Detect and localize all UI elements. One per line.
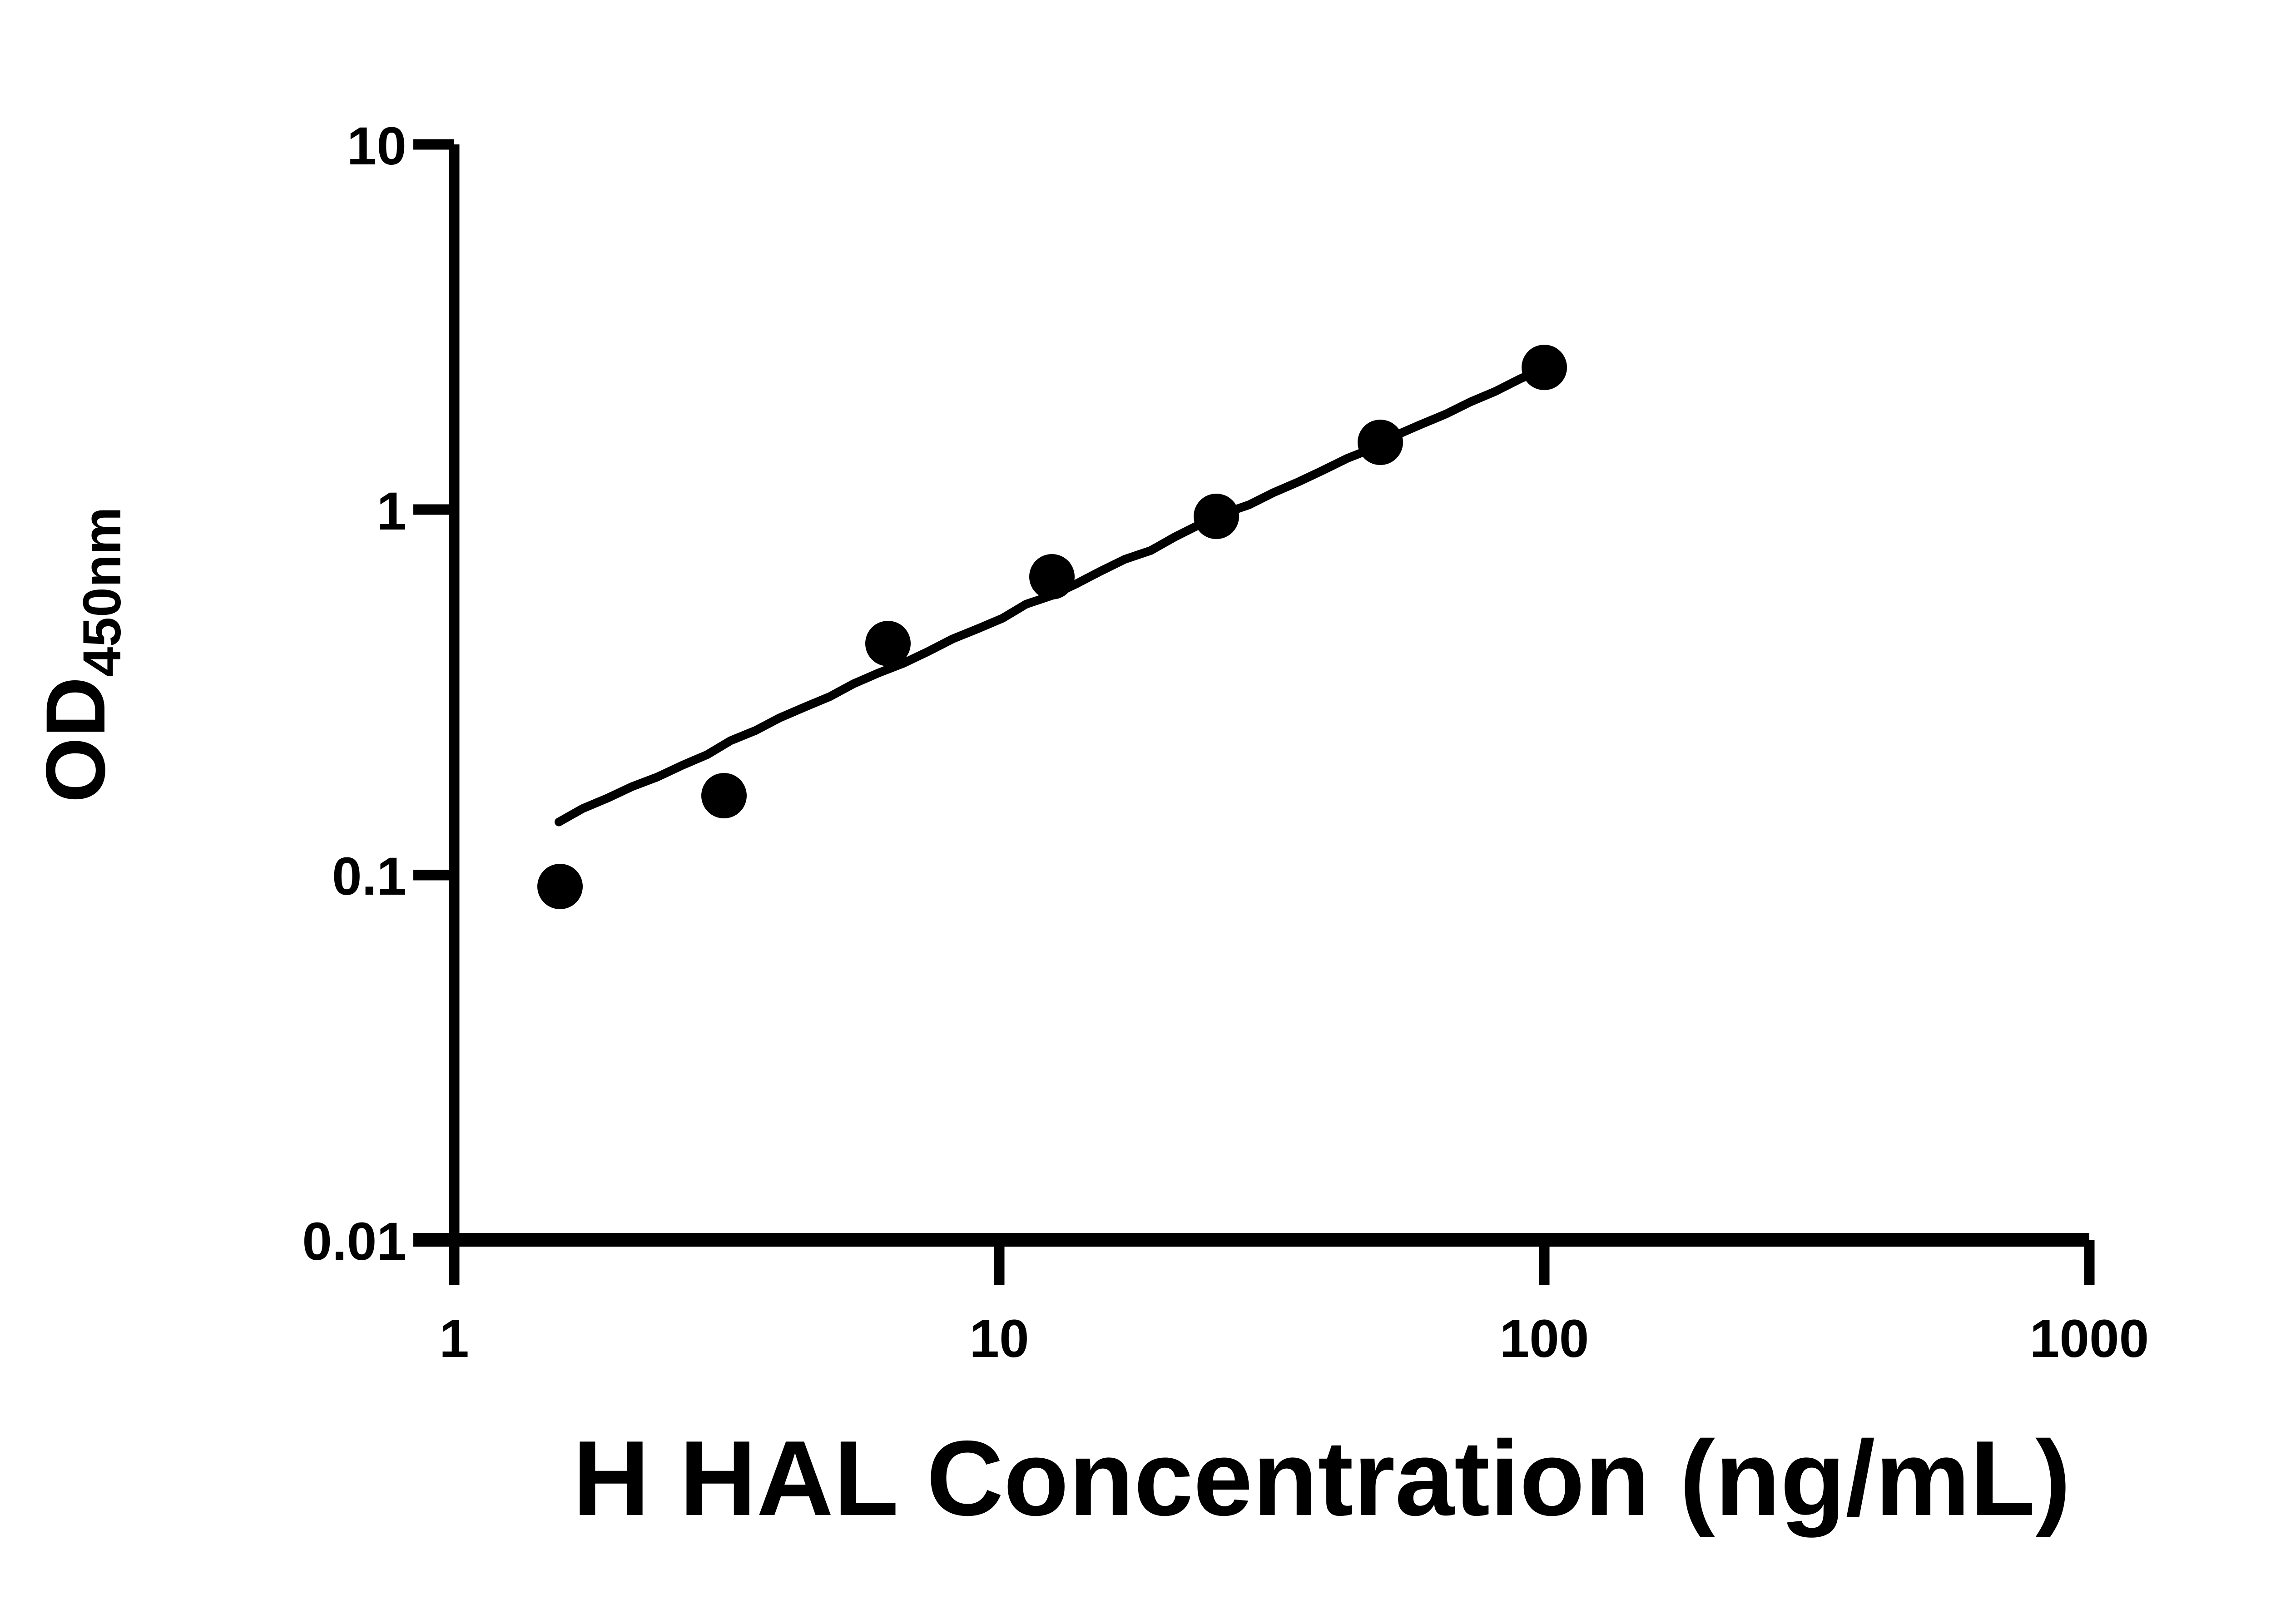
svg-text:10: 10 bbox=[969, 1309, 1029, 1369]
svg-text:1: 1 bbox=[439, 1309, 469, 1369]
svg-text:H HAL Concentration (ng/mL): H HAL Concentration (ng/mL) bbox=[573, 1418, 2071, 1538]
svg-text:1000: 1000 bbox=[2030, 1309, 2149, 1369]
svg-text:10: 10 bbox=[347, 116, 407, 176]
svg-text:100: 100 bbox=[1500, 1309, 1589, 1369]
svg-text:1: 1 bbox=[377, 481, 407, 541]
svg-text:0.1: 0.1 bbox=[332, 847, 407, 906]
svg-text:0.01: 0.01 bbox=[302, 1212, 407, 1272]
